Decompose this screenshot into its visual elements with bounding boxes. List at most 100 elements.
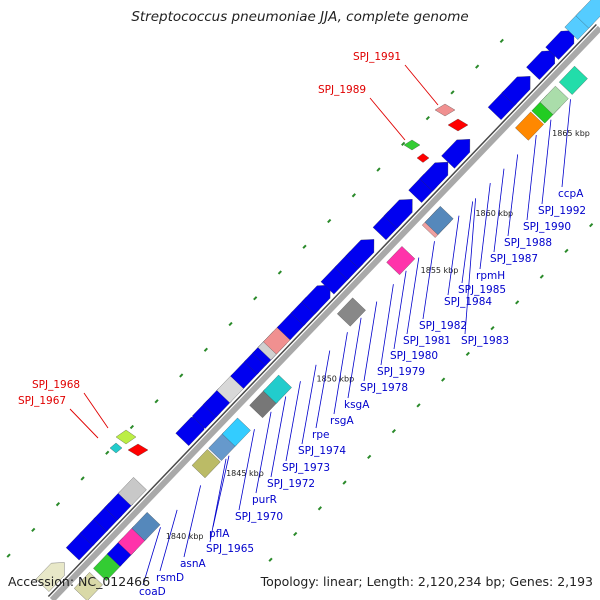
guide-dot [401,141,406,146]
label-leader [142,527,161,586]
guide-dot [441,377,446,382]
genome-backbone [47,24,600,600]
tick-label: 1865 kbp [552,129,590,138]
label-leader [333,332,348,415]
guide-dot [302,244,307,249]
tick-label: 1845 kbp [226,469,264,478]
gene-features [35,0,600,600]
gene-label-spj_1990: SPJ_1990 [523,221,571,233]
gene-bottom [539,85,569,115]
guide-dot [31,527,36,533]
gene-label-spj_1967: SPJ_1967 [18,395,66,407]
gene-label-spj_1981: SPJ_1981 [403,335,451,347]
gene-top [117,477,147,507]
label-leader [380,284,394,366]
gene-bottom [131,512,161,541]
tick-label: 1855 kbp [421,266,459,275]
gene-top [575,0,600,29]
gene-label-spj_1980: SPJ_1980 [390,350,438,362]
gene-bottom [515,111,544,141]
label-leader [479,182,491,270]
guide-dot [253,296,258,301]
backbone-line [49,25,600,600]
gene-bottom [558,65,588,95]
label-leader [447,215,460,296]
gene-label-spj_1978: SPJ_1978 [360,382,408,394]
guide-dot [293,531,298,537]
gene-label-spj_1979: SPJ_1979 [377,366,425,378]
label-leader [183,485,201,558]
guide-dot [564,248,569,254]
tick-label: 1850 kbp [317,375,355,384]
gene-label-purr: purR [252,494,277,506]
accession-text: Accession: NC_012466 [8,574,151,589]
position-ticks: 1840 kbp 1845 kbp 1850 kbp 1855 kbp 1860 kbp… [166,129,590,541]
guide-dot [342,480,347,485]
guide-dot [105,450,110,455]
gene-label-spj_1988: SPJ_1988 [504,237,552,249]
label-leader [369,97,406,141]
gene-bottom [263,374,292,404]
guide-dot [154,399,159,404]
guide-dot [539,274,544,279]
guide-dot [376,167,381,172]
gene-label-ccpa: ccpA [558,188,584,200]
guide-dot [317,506,322,511]
gene-labels: SPJ_1991 SPJ_1989 SPJ_1968 SPJ_1967 ccpA SPJ_… [18,51,586,598]
guide-dot [55,502,61,507]
gene-top [419,161,449,192]
label-leader [422,241,435,320]
feature-glyph [115,429,137,445]
gene-label-spj_1970: SPJ_1970 [235,511,283,523]
gene-label-spj_1984: SPJ_1984 [444,296,492,308]
label-leader [301,364,317,445]
label-leader [209,458,227,543]
label-leader [464,198,476,335]
guide-dot [425,115,430,121]
genome-summary: Topology: linear; Length: 2,120,234 bp; … [260,574,593,589]
guide-dot [228,321,233,327]
strand-line [47,24,597,598]
gene-label-spj_1965: SPJ_1965 [206,543,254,555]
label-leader [561,99,571,188]
gene-top [383,199,413,229]
label-leader [507,154,519,237]
gene-top [345,239,375,269]
feature-glyph [416,153,430,163]
tick-label: 1860 kbp [475,209,513,218]
gene-label-ksga: ksgA [344,399,370,411]
gene-label-spj_1985: SPJ_1985 [458,284,506,296]
guide-dot [589,223,594,228]
feature-glyph [127,443,149,457]
gene-label-spj_1973: SPJ_1973 [282,462,330,474]
guide-dot [203,347,208,352]
label-leader [69,408,99,439]
gene-label-spj_1972: SPJ_1972 [267,478,315,490]
map-title: Streptococcus pneumoniae JJA, complete g… [131,9,469,25]
label-leader [526,134,537,221]
gene-bottom [424,206,454,235]
guide-dot [465,351,470,357]
label-leader [363,301,378,382]
feature-glyph [403,139,421,151]
guide-dot [499,38,504,44]
gene-top [526,50,555,80]
gene-label-rsga: rsgA [330,415,354,427]
gene-label-spj_1987: SPJ_1987 [490,253,538,265]
label-leader [404,64,439,106]
label-leader [406,257,420,335]
gene-label-spj_1974: SPJ_1974 [298,445,346,457]
guide-dot [450,90,455,95]
feature-glyph [109,442,123,454]
gene-bottom [191,449,221,479]
tick-label: 1840 kbp [166,532,204,541]
gene-label-spj_1991: SPJ_1991 [353,51,401,63]
guide-dot [475,64,480,69]
gene-bottom [386,246,416,275]
gene-label-spj_1989: SPJ_1989 [318,84,366,96]
gene-top [501,76,531,106]
gene-bottom [221,417,251,447]
gene-label-spj_1968: SPJ_1968 [32,379,80,391]
guide-dot [490,325,495,331]
guide-dot [367,454,372,459]
